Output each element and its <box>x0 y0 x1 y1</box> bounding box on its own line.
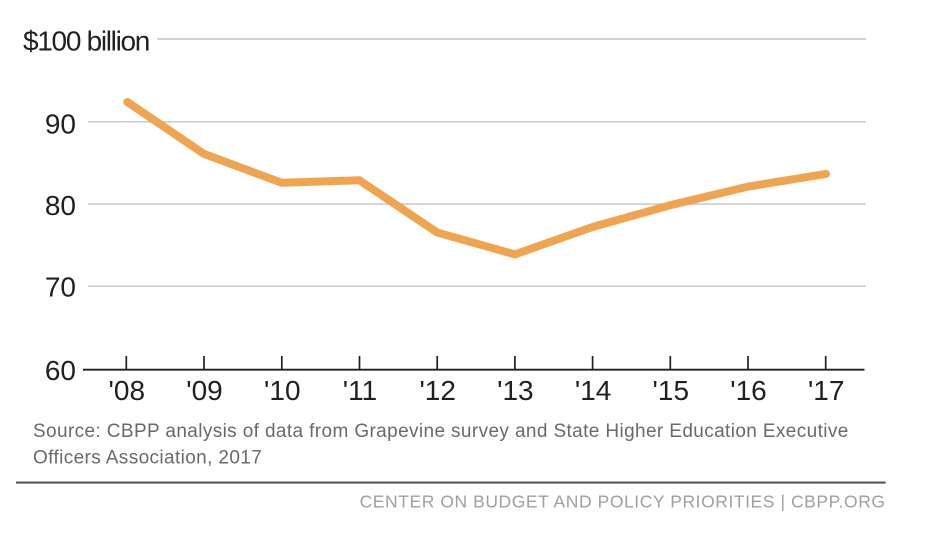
svg-text:'14: '14 <box>575 375 612 406</box>
svg-text:CENTER ON BUDGET AND POLICY PR: CENTER ON BUDGET AND POLICY PRIORITIES |… <box>360 492 886 512</box>
svg-text:'16: '16 <box>730 375 767 406</box>
svg-text:60: 60 <box>45 355 76 386</box>
svg-text:'17: '17 <box>808 375 845 406</box>
svg-text:'09: '09 <box>186 375 223 406</box>
svg-text:'13: '13 <box>497 375 534 406</box>
svg-text:'08: '08 <box>109 375 146 406</box>
svg-text:'12: '12 <box>419 375 456 406</box>
svg-text:90: 90 <box>45 108 76 139</box>
svg-text:Source: CBPP analysis of data: Source: CBPP analysis of data from Grape… <box>33 421 849 442</box>
svg-text:'15: '15 <box>653 375 690 406</box>
svg-text:80: 80 <box>45 190 76 221</box>
svg-text:70: 70 <box>45 272 76 303</box>
svg-text:Officers Association, 2017: Officers Association, 2017 <box>33 447 262 468</box>
svg-text:$100 billion: $100 billion <box>23 26 149 57</box>
svg-text:'11: '11 <box>343 375 377 406</box>
svg-text:'10: '10 <box>264 375 301 406</box>
